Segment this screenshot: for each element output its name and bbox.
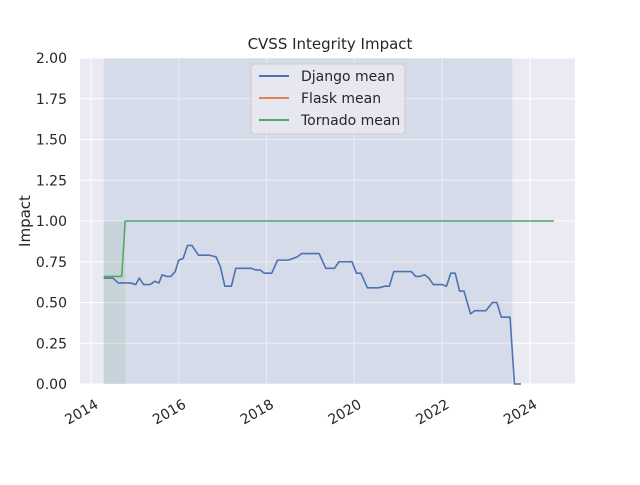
x-tick-label: 2024 bbox=[501, 397, 540, 429]
x-tick-labels: 2014 2016 2018 2020 2022 2024 bbox=[62, 397, 540, 429]
y-tick-label: 1.50 bbox=[36, 133, 67, 149]
legend-box bbox=[250, 63, 406, 135]
legend-label: Django mean bbox=[301, 69, 395, 85]
confidence-band bbox=[103, 221, 126, 384]
x-tick-label: 2020 bbox=[326, 397, 365, 429]
x-tick-label: 2016 bbox=[150, 397, 189, 429]
legend-label: Flask mean bbox=[301, 91, 381, 107]
series-line bbox=[103, 220, 554, 278]
y-tick-label: 1.75 bbox=[36, 92, 67, 108]
legend-label: Tornado mean bbox=[300, 113, 400, 129]
y-axis-label: Impact bbox=[16, 195, 34, 247]
x-tick-label: 2022 bbox=[413, 397, 452, 429]
y-tick-label: 1.25 bbox=[36, 173, 67, 189]
series-lines bbox=[103, 220, 554, 385]
y-tick-label: 0.25 bbox=[36, 336, 67, 352]
y-tick-label: 0.50 bbox=[36, 296, 67, 312]
y-tick-label: 2.00 bbox=[36, 51, 67, 67]
y-tick-label: 0.75 bbox=[36, 255, 67, 271]
y-tick-label: 0.00 bbox=[36, 377, 67, 393]
x-tick-label: 2014 bbox=[62, 397, 101, 429]
y-tick-label: 1.00 bbox=[36, 214, 67, 230]
series-line bbox=[103, 244, 522, 385]
x-tick-label: 2018 bbox=[238, 397, 277, 429]
legend: Django mean Flask mean Tornado mean bbox=[250, 63, 406, 135]
chart-title: CVSS Integrity Impact bbox=[248, 35, 413, 53]
y-tick-labels: 0.00 0.25 0.50 0.75 1.00 1.25 1.50 1.75 2.00 bbox=[36, 51, 67, 393]
